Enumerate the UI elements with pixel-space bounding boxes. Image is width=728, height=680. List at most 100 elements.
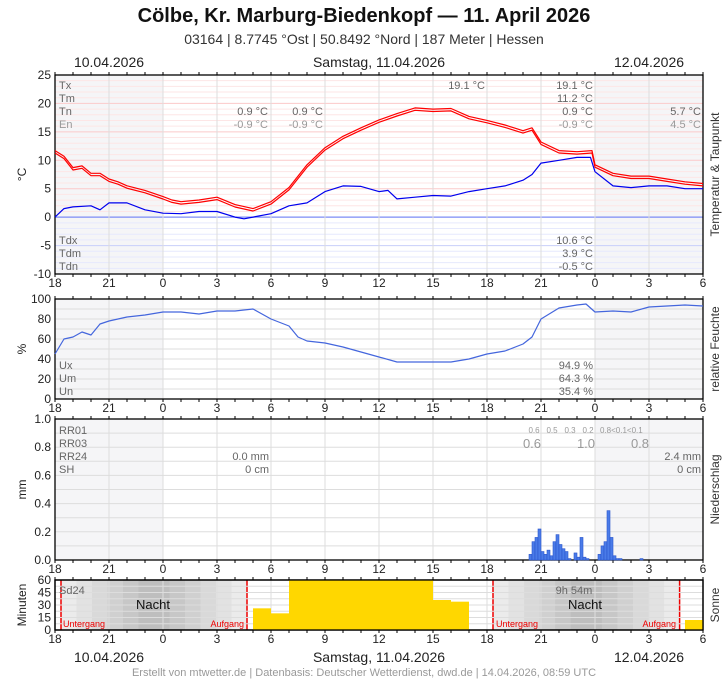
precipitation-bar xyxy=(528,554,533,561)
precipitation-bar xyxy=(606,510,611,561)
sunrise-label: Aufgang xyxy=(642,619,676,629)
precipitation-bar xyxy=(552,541,557,561)
x-tick-label: 15 xyxy=(426,276,440,290)
day-tn: 0.9 °C xyxy=(562,106,593,118)
day-um: 64.3 % xyxy=(559,373,593,385)
x-tick-label: 9 xyxy=(322,562,329,576)
right-axis-label: Sonne xyxy=(708,587,722,622)
x-tick-label: 21 xyxy=(534,562,548,576)
x-tick-label: 12 xyxy=(372,632,386,646)
precipitation-bar xyxy=(600,545,605,561)
date-left-top: 10.04.2026 xyxy=(74,54,144,70)
x-tick-label: 0 xyxy=(160,401,167,415)
x-tick-label: 3 xyxy=(214,401,221,415)
right-axis-label: relative Feuchte xyxy=(708,306,722,392)
x-tick-label: 21 xyxy=(534,401,548,415)
rr03-value: 0.6 xyxy=(523,436,541,451)
x-tick-label: 18 xyxy=(480,632,494,646)
x-tick-label: 6 xyxy=(268,401,275,415)
y-tick-label: 20 xyxy=(38,96,52,110)
right-axis-label: Niederschlag xyxy=(708,454,722,524)
y-axis-label: °C xyxy=(15,167,29,181)
y-tick-label: 45 xyxy=(38,586,52,600)
precipitation-bar xyxy=(540,551,545,561)
sd24-label: Sd24 xyxy=(59,585,85,597)
precipitation-bar xyxy=(576,556,581,561)
precipitation-bar xyxy=(561,548,566,561)
y-tick-label: 15 xyxy=(38,125,52,139)
day-un: 35.4 % xyxy=(559,386,593,398)
y-tick-label: 0.6 xyxy=(34,468,51,482)
date-right-bottom: 12.04.2026 xyxy=(614,649,684,665)
x-tick-label: 3 xyxy=(646,562,653,576)
sunshine-bar xyxy=(451,601,469,630)
precipitation-bar xyxy=(537,528,542,561)
x-tick-label: 0 xyxy=(160,562,167,576)
precipitation-bar xyxy=(573,552,578,561)
y-tick-label: 100 xyxy=(31,292,51,306)
day-ux: 94.9 % xyxy=(559,360,593,372)
stat-label-um: Um xyxy=(59,373,76,385)
x-tick-label: 18 xyxy=(480,276,494,290)
stat-label-en: En xyxy=(59,119,72,131)
sunshine-bar xyxy=(433,600,451,630)
rr01-value: 0.3 xyxy=(564,426,576,435)
x-tick-label: 0 xyxy=(592,276,599,290)
precipitation-bar xyxy=(564,551,569,561)
next-sh: 0 cm xyxy=(677,464,701,476)
y-tick-label: 1.0 xyxy=(34,412,51,426)
x-tick-label: 21 xyxy=(102,401,116,415)
precip-stats: RR01 RR03 RR24 SH 0.0 mm 0 cm 2.4 mm 0 c… xyxy=(59,425,701,476)
precipitation-bar xyxy=(579,537,584,561)
x-tick-label: 9 xyxy=(322,401,329,415)
x-tick-label: 21 xyxy=(534,632,548,646)
y-tick-label: 5 xyxy=(44,182,51,196)
stat-label-sh: SH xyxy=(59,464,74,476)
sunshine-bar xyxy=(307,580,325,630)
y-tick-label: 0 xyxy=(44,623,51,637)
y-tick-label: 40 xyxy=(38,352,52,366)
y-tick-label: 10 xyxy=(38,153,52,167)
next-en: 4.5 °C xyxy=(670,119,701,131)
sunshine-bar xyxy=(361,580,379,630)
x-tick-label: 6 xyxy=(700,401,707,415)
y-axis-label: mm xyxy=(15,480,29,500)
humidity-line xyxy=(54,303,704,363)
day0-tn: 0.9 °C xyxy=(237,106,268,118)
y-tick-label: 0.4 xyxy=(34,497,51,511)
precipitation-bar xyxy=(612,555,617,561)
x-tick-label: 15 xyxy=(426,401,440,415)
x-tick-label: 0 xyxy=(160,632,167,646)
precipitation-bar xyxy=(531,541,536,561)
day-tdm: 3.9 °C xyxy=(562,248,593,260)
next-rr24: 2.4 mm xyxy=(664,451,701,463)
day-rr24: 0.0 mm xyxy=(232,451,269,463)
day-sh: 0 cm xyxy=(245,464,269,476)
sunrise-label: Aufgang xyxy=(210,619,244,629)
x-tick-label: 12 xyxy=(372,562,386,576)
precipitation-bar xyxy=(639,558,644,561)
y-tick-label: 60 xyxy=(38,332,52,346)
y-tick-label: 20 xyxy=(38,372,52,386)
precipitation-bar xyxy=(597,554,602,561)
y-tick-label: 0 xyxy=(44,392,51,406)
x-tick-label: 18 xyxy=(480,401,494,415)
x-tick-label: 21 xyxy=(102,276,116,290)
precipitation-bar xyxy=(603,541,608,561)
rr01-value: 0.2 xyxy=(582,426,594,435)
right-axis-label: Temperatur & Taupunkt xyxy=(708,112,722,237)
date-left-bottom: 10.04.2026 xyxy=(74,649,144,665)
x-tick-label: 12 xyxy=(372,276,386,290)
x-tick-label: 21 xyxy=(102,632,116,646)
precipitation-bar xyxy=(567,558,572,561)
day1-en: -0.9 °C xyxy=(289,119,323,131)
x-tick-label: 18 xyxy=(48,401,62,415)
x-tick-label: 3 xyxy=(214,276,221,290)
x-tick-label: 9 xyxy=(322,632,329,646)
rr03-value: 0.8 xyxy=(631,436,649,451)
y-tick-label: 0.2 xyxy=(34,525,51,539)
y-tick-label: 0.8 xyxy=(34,440,51,454)
day-tm: 11.2 °C xyxy=(557,93,593,105)
